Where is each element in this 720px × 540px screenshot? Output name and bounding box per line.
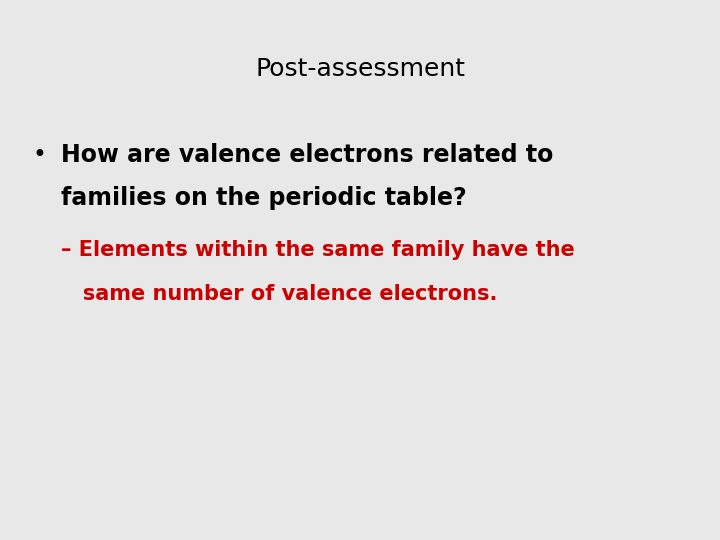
Text: same number of valence electrons.: same number of valence electrons.	[61, 284, 498, 303]
Text: Post-assessment: Post-assessment	[255, 57, 465, 80]
Text: How are valence electrons related to: How are valence electrons related to	[61, 143, 554, 167]
Text: •: •	[32, 143, 47, 167]
Text: families on the periodic table?: families on the periodic table?	[61, 186, 467, 210]
Text: – Elements within the same family have the: – Elements within the same family have t…	[61, 240, 575, 260]
